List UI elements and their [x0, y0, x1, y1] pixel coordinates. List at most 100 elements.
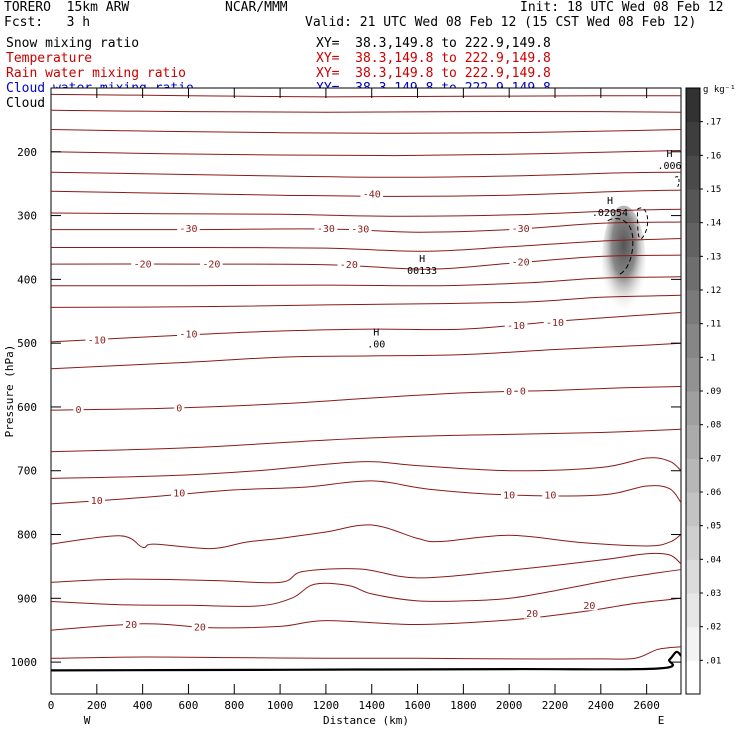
colorbar-swatch	[686, 121, 700, 156]
colorbar-tick-label: .12	[705, 286, 721, 296]
temperature-contour	[50, 569, 682, 607]
colorbar-swatch	[686, 593, 700, 628]
colorbar-tick-label: .02	[705, 623, 721, 633]
temperature-label: 10	[173, 489, 185, 500]
temperature-label-bg	[73, 404, 84, 415]
temperature-label-bg	[314, 223, 338, 234]
temperature-label: -40	[363, 189, 381, 200]
colorbar-swatch	[686, 626, 700, 661]
temperature-label-bg	[174, 403, 185, 414]
x-tick-label: 1200	[313, 699, 340, 712]
temperature-label-bg	[517, 386, 529, 396]
temperature-label: -30	[179, 224, 197, 235]
y-tick-label: 1000	[11, 656, 38, 669]
temperature-label-bg	[171, 488, 188, 499]
temperature-label: 20	[194, 623, 206, 634]
colorbar-tick-label: .15	[705, 185, 721, 195]
east-end-label: E	[658, 714, 665, 727]
maximum-marker: H	[607, 196, 613, 207]
colorbar-swatch	[686, 222, 700, 257]
x-tick-label: 1600	[404, 699, 431, 712]
temperature-label-bg	[504, 386, 515, 397]
temperature-contour	[50, 457, 682, 479]
colorbar-tick-label: .16	[705, 151, 721, 161]
temperature-label: -30	[351, 224, 369, 235]
x-tick-label: 800	[224, 699, 244, 712]
temperature-label: 0	[506, 387, 512, 398]
temperature-label-bg	[542, 489, 559, 500]
temperature-contour	[50, 238, 682, 252]
temperature-label-bg	[122, 619, 140, 630]
temperature-label-bg	[177, 329, 200, 340]
temperature-label-bg	[543, 317, 567, 328]
colorbar-tick-label: .14	[705, 219, 721, 229]
temperature-label: -30	[317, 224, 335, 235]
colorbar-unit: g kg⁻¹	[703, 85, 736, 95]
cloud-ice-plume	[601, 205, 646, 320]
temperature-label: -10	[546, 318, 564, 329]
y-tick-label: 900	[17, 592, 37, 605]
colorbar-swatch	[686, 391, 700, 426]
colorbar-swatch	[686, 357, 700, 392]
colorbar-swatch	[686, 256, 700, 291]
temperature-contour	[50, 109, 682, 113]
maximum-value: .02054	[592, 208, 628, 219]
temperature-label-bg	[509, 223, 532, 234]
legend-field-name: Rain water mixing ratio	[6, 66, 187, 81]
y-tick-label: 600	[17, 401, 37, 414]
temperature-label: 0	[75, 405, 81, 416]
colorbar-tick-label: .17	[705, 118, 721, 128]
maximum-marker: H	[373, 328, 379, 339]
colorbar-tick-label: .04	[705, 555, 721, 565]
temperature-label: -10	[88, 335, 106, 346]
y-tick-label: 700	[17, 465, 37, 478]
temperature-label: 10	[503, 490, 515, 501]
temperature-label-bg	[85, 334, 109, 345]
temperature-label-bg	[523, 608, 541, 619]
temperature-label: -20	[134, 260, 152, 271]
colorbar-swatch	[686, 559, 700, 594]
temperature-label-bg	[191, 622, 209, 633]
maximum-marker: H	[419, 254, 425, 265]
colorbar-swatch	[686, 458, 700, 493]
legend-cross-section-coords: XY= 38.3,149.8 to 222.9,149.8	[316, 36, 551, 51]
colorbar-swatch	[686, 290, 700, 325]
temperature-contour	[50, 208, 682, 217]
maximum-value: .006	[657, 161, 681, 172]
temperature-label-bg	[509, 257, 532, 268]
colorbar-swatch	[686, 660, 700, 695]
temperature-label: -10	[507, 321, 525, 332]
temperature-contour	[50, 428, 682, 453]
temperature-contour	[50, 524, 682, 550]
temperature-label: -20	[340, 260, 358, 271]
maximum-marker: H	[667, 149, 673, 160]
temperature-label-bg	[504, 320, 528, 331]
colorbar-tick-label: .03	[705, 589, 721, 599]
legend-field-name: Snow mixing ratio	[6, 36, 140, 51]
temperature-label: 10	[544, 490, 556, 501]
temperature-label-bg	[337, 259, 361, 270]
y-tick-label: 200	[17, 146, 37, 159]
x-tick-label: 2200	[542, 699, 569, 712]
y-tick-label: 800	[17, 529, 37, 542]
temperature-contour	[50, 171, 682, 178]
temperature-contour	[50, 386, 682, 411]
colorbar-tick-label: .09	[705, 387, 721, 397]
temperature-contour	[50, 150, 682, 157]
colorbar-swatch	[686, 323, 700, 358]
temperature-contour	[50, 189, 682, 197]
colorbar-tick-label: .01	[705, 656, 721, 666]
colorbar-tick-label: .07	[705, 454, 721, 464]
colorbar-tick-label: .1	[705, 353, 716, 363]
legend-field-name: Temperature	[6, 51, 93, 66]
x-tick-label: 1000	[267, 699, 294, 712]
colorbar-swatch	[686, 492, 700, 527]
temperature-contour	[50, 342, 682, 370]
init-time: Init: 18 UTC Wed 08 Feb 12	[520, 0, 724, 15]
x-tick-label: 0	[48, 699, 55, 712]
temperature-label-bg	[131, 259, 154, 270]
temperature-label: 20	[526, 609, 538, 620]
temperature-contour	[50, 552, 682, 584]
temperature-contour	[50, 254, 682, 270]
